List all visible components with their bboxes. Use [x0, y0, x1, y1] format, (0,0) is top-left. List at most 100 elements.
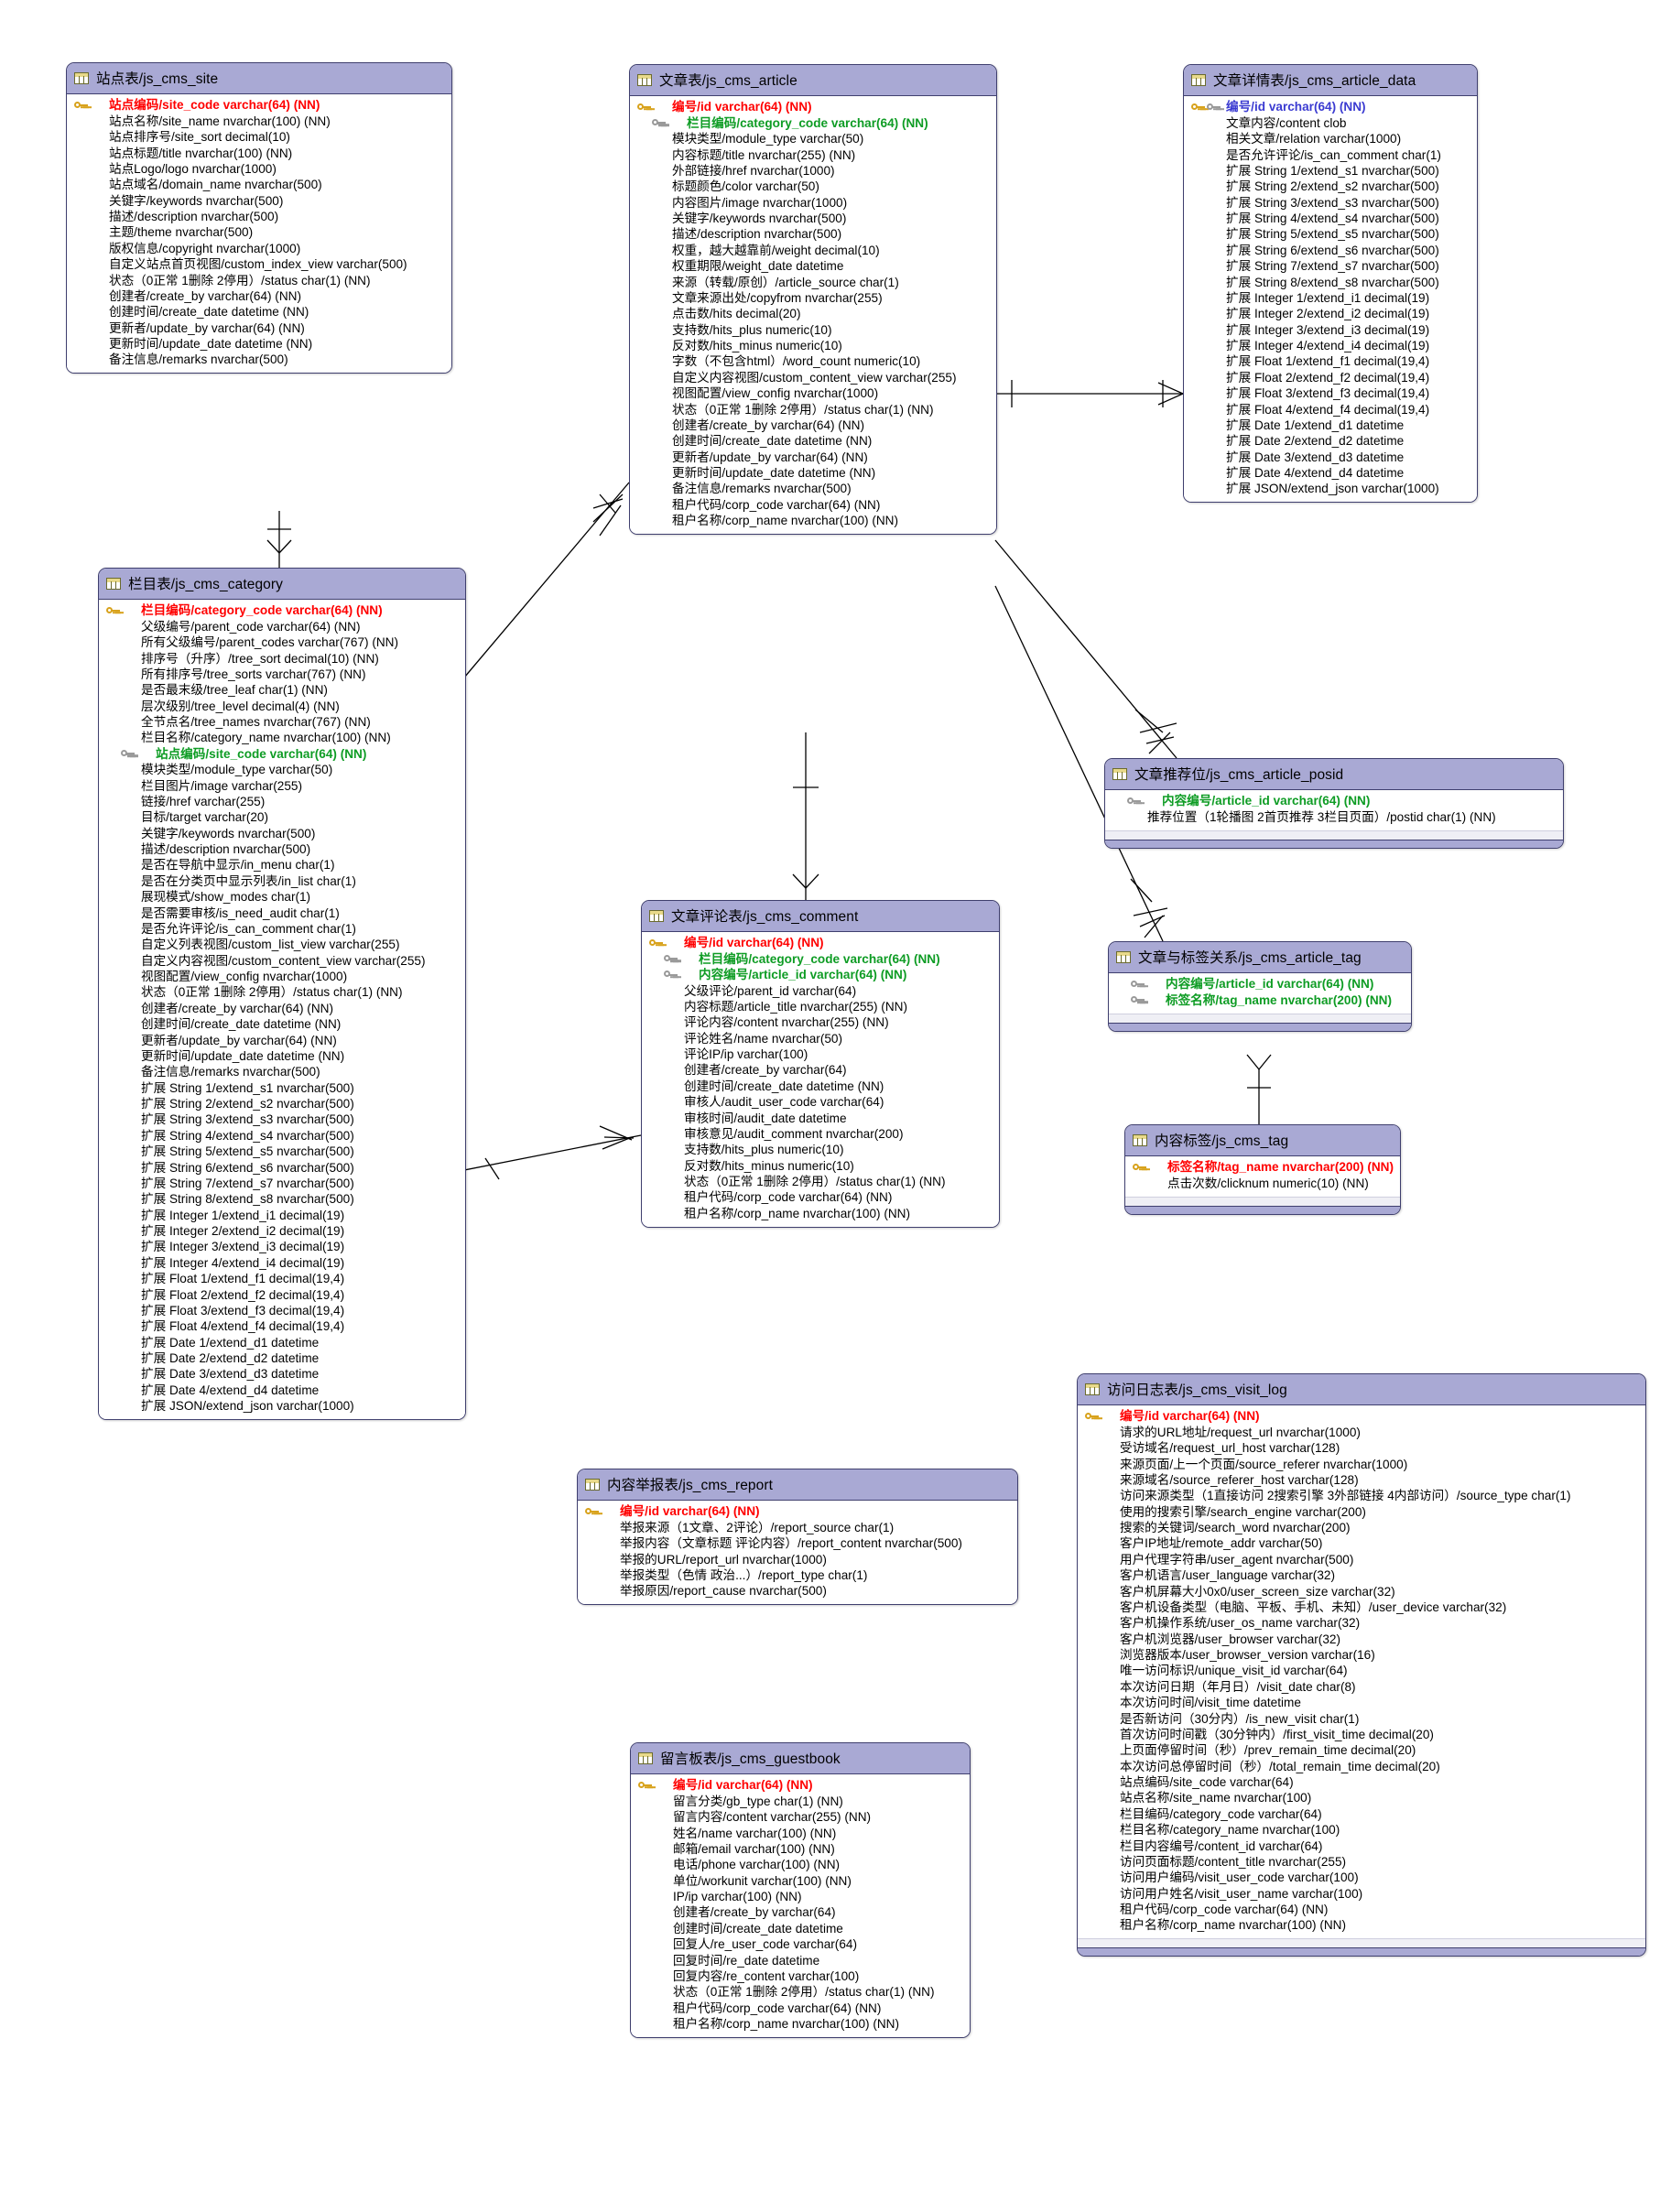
- attribute-row[interactable]: 租户代码/corp_code varchar(64) (NN): [1078, 1903, 1645, 1918]
- attribute-row[interactable]: 举报内容（文章标题 评论内容）/report_content nvarchar(…: [578, 1536, 1017, 1552]
- attribute-row[interactable]: 扩展 Integer 4/extend_i4 decimal(19): [99, 1255, 465, 1271]
- attribute-row[interactable]: 访问来源类型（1直接访问 2搜索引擎 3外部链接 4内部访问）/source_t…: [1078, 1489, 1645, 1504]
- attribute-row[interactable]: 来源域名/source_referer_host varchar(128): [1078, 1473, 1645, 1489]
- attribute-row[interactable]: 栏目名称/category_name nvarchar(100): [1078, 1823, 1645, 1838]
- attribute-row[interactable]: 是否最末级/tree_leaf char(1) (NN): [99, 683, 465, 699]
- attribute-row[interactable]: 留言分类/gb_type char(1) (NN): [631, 1794, 970, 1809]
- attribute-row[interactable]: 站点Logo/logo nvarchar(1000): [67, 162, 451, 178]
- attribute-row[interactable]: 使用的搜索引擎/search_engine varchar(200): [1078, 1504, 1645, 1520]
- attribute-row[interactable]: 站点编码/site_code varchar(64) (NN): [99, 746, 465, 762]
- attribute-row[interactable]: 目标/target varchar(20): [99, 810, 465, 826]
- attribute-row[interactable]: 更新时间/update_date datetime (NN): [67, 337, 451, 352]
- attribute-row[interactable]: 审核意见/audit_comment nvarchar(200): [642, 1127, 999, 1143]
- attribute-row[interactable]: 外部链接/href nvarchar(1000): [630, 164, 996, 179]
- attribute-row[interactable]: 扩展 String 1/extend_s1 nvarchar(500): [1184, 164, 1477, 179]
- entity-table-site[interactable]: 站点表/js_cms_site 站点编码/site_code varchar(64…: [66, 62, 452, 374]
- attribute-row[interactable]: 租户代码/corp_code varchar(64) (NN): [642, 1190, 999, 1206]
- attribute-row[interactable]: 是否需要审核/is_need_audit char(1): [99, 905, 465, 921]
- attribute-row[interactable]: 编号/id varchar(64) (NN): [630, 100, 996, 115]
- attribute-row[interactable]: 描述/description nvarchar(500): [630, 227, 996, 243]
- attribute-row[interactable]: 创建时间/create_date datetime: [631, 1921, 970, 1936]
- attribute-row[interactable]: 扩展 Integer 2/extend_i2 decimal(19): [99, 1224, 465, 1240]
- attribute-row[interactable]: 状态（0正常 1删除 2停用）/status char(1) (NN): [67, 273, 451, 288]
- attribute-row[interactable]: 邮箱/email varchar(100) (NN): [631, 1842, 970, 1858]
- attribute-row[interactable]: 内容编号/article_id varchar(64) (NN): [642, 968, 999, 983]
- attribute-row[interactable]: 举报类型（色情 政治...）/report_type char(1): [578, 1568, 1017, 1584]
- attribute-row[interactable]: 站点标题/title nvarchar(100) (NN): [67, 146, 451, 161]
- attribute-row[interactable]: 举报的URL/report_url nvarchar(1000): [578, 1552, 1017, 1567]
- entity-header-tag[interactable]: 内容标签/js_cms_tag: [1125, 1125, 1400, 1156]
- attribute-row[interactable]: 排序号（升序）/tree_sort decimal(10) (NN): [99, 651, 465, 667]
- attribute-row[interactable]: 本次访问时间/visit_time datetime: [1078, 1696, 1645, 1711]
- attribute-row[interactable]: 扩展 Float 4/extend_f4 decimal(19,4): [99, 1319, 465, 1335]
- attribute-row[interactable]: 审核时间/audit_date datetime: [642, 1111, 999, 1126]
- attribute-row[interactable]: 所有父级编号/parent_codes varchar(767) (NN): [99, 635, 465, 651]
- attribute-row[interactable]: 创建时间/create_date datetime (NN): [642, 1079, 999, 1094]
- attribute-row[interactable]: 链接/href varchar(255): [99, 795, 465, 810]
- entity-table-visit_log[interactable]: 访问日志表/js_cms_visit_log 编号/id varchar(64) …: [1077, 1373, 1646, 1957]
- attribute-row[interactable]: 单位/workunit varchar(100) (NN): [631, 1873, 970, 1889]
- attribute-row[interactable]: 扩展 String 6/extend_s6 nvarchar(500): [99, 1160, 465, 1176]
- attribute-row[interactable]: 来源页面/上一个页面/source_referer nvarchar(1000): [1078, 1457, 1645, 1472]
- attribute-row[interactable]: 请求的URL地址/request_url nvarchar(1000): [1078, 1425, 1645, 1440]
- attribute-row[interactable]: 层次级别/tree_level decimal(4) (NN): [99, 699, 465, 714]
- attribute-row[interactable]: 访问用户姓名/visit_user_name varchar(100): [1078, 1886, 1645, 1902]
- attribute-row[interactable]: 是否在分类页中显示列表/in_list char(1): [99, 873, 465, 889]
- attribute-row[interactable]: 站点名称/site_name nvarchar(100) (NN): [67, 114, 451, 129]
- attribute-row[interactable]: 状态（0正常 1删除 2停用）/status char(1) (NN): [642, 1175, 999, 1190]
- attribute-row[interactable]: 更新者/update_by varchar(64) (NN): [630, 450, 996, 465]
- attribute-row[interactable]: 扩展 String 2/extend_s2 nvarchar(500): [1184, 179, 1477, 195]
- attribute-row[interactable]: 编号/id varchar(64) (NN): [1078, 1409, 1645, 1425]
- attribute-row[interactable]: 客户IP地址/remote_addr varchar(50): [1078, 1536, 1645, 1552]
- attribute-row[interactable]: 扩展 String 8/extend_s8 nvarchar(500): [1184, 275, 1477, 290]
- attribute-row[interactable]: 扩展 String 7/extend_s7 nvarchar(500): [99, 1176, 465, 1192]
- attribute-row[interactable]: 关键字/keywords nvarchar(500): [67, 193, 451, 209]
- attribute-row[interactable]: 电话/phone varchar(100) (NN): [631, 1858, 970, 1873]
- attribute-row[interactable]: 相关文章/relation varchar(1000): [1184, 132, 1477, 147]
- attribute-row[interactable]: 内容编号/article_id varchar(64) (NN): [1109, 977, 1411, 992]
- attribute-row[interactable]: 扩展 Date 2/extend_d2 datetime: [1184, 434, 1477, 450]
- entity-table-guestbook[interactable]: 留言板表/js_cms_guestbook 编号/id varchar(64) (…: [630, 1742, 971, 2038]
- attribute-row[interactable]: 支持数/hits_plus numeric(10): [642, 1143, 999, 1158]
- attribute-row[interactable]: 自定义内容视图/custom_content_view varchar(255): [630, 370, 996, 385]
- attribute-row[interactable]: 视图配置/view_config nvarchar(1000): [99, 970, 465, 985]
- attribute-row[interactable]: 评论IP/ip varchar(100): [642, 1047, 999, 1063]
- entity-header-article_posid[interactable]: 文章推荐位/js_cms_article_posid: [1105, 759, 1563, 790]
- attribute-row[interactable]: 扩展 Float 3/extend_f3 decimal(19,4): [1184, 386, 1477, 402]
- attribute-row[interactable]: 创建者/create_by varchar(64) (NN): [99, 1001, 465, 1016]
- attribute-row[interactable]: 客户机浏览器/user_browser varchar(32): [1078, 1632, 1645, 1647]
- attribute-row[interactable]: 扩展 Float 2/extend_f2 decimal(19,4): [99, 1287, 465, 1303]
- attribute-row[interactable]: 自定义列表视图/custom_list_view varchar(255): [99, 938, 465, 953]
- attribute-row[interactable]: 姓名/name varchar(100) (NN): [631, 1826, 970, 1841]
- attribute-row[interactable]: 站点名称/site_name nvarchar(100): [1078, 1791, 1645, 1806]
- attribute-row[interactable]: 栏目内容编号/content_id varchar(64): [1078, 1838, 1645, 1854]
- attribute-row[interactable]: 创建时间/create_date datetime (NN): [67, 305, 451, 320]
- attribute-row[interactable]: 创建者/create_by varchar(64) (NN): [67, 289, 451, 305]
- attribute-row[interactable]: 扩展 String 4/extend_s4 nvarchar(500): [99, 1128, 465, 1144]
- attribute-row[interactable]: 访问用户编码/visit_user_code varchar(100): [1078, 1870, 1645, 1886]
- entity-table-tag[interactable]: 内容标签/js_cms_tag 标签名称/tag_name nvarchar(20…: [1124, 1124, 1401, 1215]
- attribute-row[interactable]: 栏目编码/category_code varchar(64) (NN): [630, 115, 996, 131]
- attribute-row[interactable]: 扩展 JSON/extend_json varchar(1000): [99, 1399, 465, 1415]
- attribute-row[interactable]: 状态（0正常 1删除 2停用）/status char(1) (NN): [99, 985, 465, 1001]
- attribute-row[interactable]: 浏览器版本/user_browser_version varchar(16): [1078, 1648, 1645, 1664]
- attribute-row[interactable]: 评论姓名/name nvarchar(50): [642, 1031, 999, 1046]
- attribute-row[interactable]: 站点编码/site_code varchar(64): [1078, 1775, 1645, 1791]
- attribute-row[interactable]: 回复人/re_user_code varchar(64): [631, 1937, 970, 1953]
- attribute-row[interactable]: 编号/id varchar(64) (NN): [1184, 100, 1477, 115]
- attribute-row[interactable]: 扩展 Integer 3/extend_i3 decimal(19): [99, 1240, 465, 1255]
- attribute-row[interactable]: 更新时间/update_date datetime (NN): [630, 466, 996, 482]
- attribute-row[interactable]: 本次访问日期（年月日）/visit_date char(8): [1078, 1679, 1645, 1695]
- attribute-row[interactable]: 扩展 Date 1/extend_d1 datetime: [99, 1335, 465, 1350]
- attribute-row[interactable]: 举报原因/report_cause nvarchar(500): [578, 1584, 1017, 1599]
- entity-header-article_data[interactable]: 文章详情表/js_cms_article_data: [1184, 65, 1477, 96]
- attribute-row[interactable]: 编号/id varchar(64) (NN): [631, 1778, 970, 1794]
- attribute-row[interactable]: 首次访问时间戳（30分钟内）/first_visit_time decimal(…: [1078, 1728, 1645, 1743]
- attribute-row[interactable]: 扩展 Float 4/extend_f4 decimal(19,4): [1184, 402, 1477, 417]
- attribute-row[interactable]: 扩展 Float 3/extend_f3 decimal(19,4): [99, 1304, 465, 1319]
- attribute-row[interactable]: 主题/theme nvarchar(500): [67, 225, 451, 241]
- attribute-row[interactable]: 用户代理字符串/user_agent nvarchar(500): [1078, 1552, 1645, 1567]
- attribute-row[interactable]: 反对数/hits_minus numeric(10): [630, 339, 996, 354]
- attribute-row[interactable]: 所有排序号/tree_sorts varchar(767) (NN): [99, 667, 465, 683]
- attribute-row[interactable]: 状态（0正常 1删除 2停用）/status char(1) (NN): [630, 402, 996, 417]
